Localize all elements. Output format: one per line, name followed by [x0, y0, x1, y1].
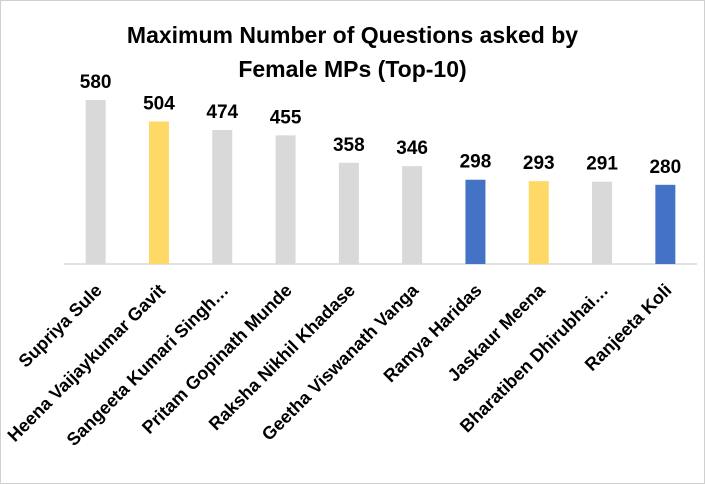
bars-group: [85, 100, 676, 264]
bar-10: [655, 184, 676, 264]
bar-3: [212, 129, 233, 264]
bar-4: [275, 135, 296, 264]
value-label-4: 455: [270, 107, 302, 128]
bar-7: [465, 179, 486, 264]
value-label-7: 298: [460, 152, 492, 173]
value-label-5: 358: [333, 135, 365, 156]
value-label-8: 293: [523, 153, 555, 174]
chart-title-line-2: Female MPs (Top-10): [238, 56, 467, 82]
chart-title: Maximum Number of Questions asked by Fem…: [70, 18, 635, 86]
value-label-1: 580: [80, 72, 112, 93]
bar-8: [528, 181, 549, 264]
bar-2: [148, 121, 169, 264]
value-label-9: 291: [586, 154, 618, 175]
value-label-2: 504: [143, 93, 175, 114]
bar-6: [402, 166, 423, 264]
value-label-3: 474: [206, 102, 238, 123]
value-label-10: 280: [649, 157, 681, 178]
bar-5: [338, 162, 359, 264]
value-labels-group: 580 504 474 455 358 346 298 293 291 280: [80, 72, 681, 178]
value-label-6: 346: [396, 138, 428, 159]
chart-title-line-1: Maximum Number of Questions asked by: [126, 22, 579, 48]
bar-9: [592, 181, 613, 264]
bar-1: [85, 100, 106, 264]
